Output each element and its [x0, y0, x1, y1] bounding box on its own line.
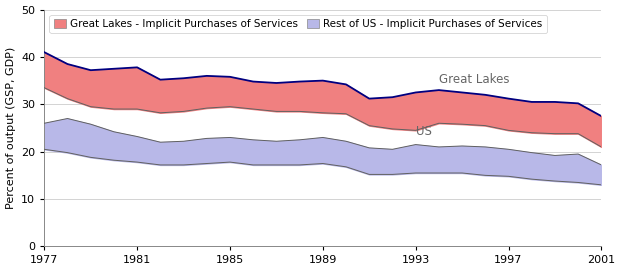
- Text: Great Lakes: Great Lakes: [439, 73, 509, 86]
- Text: US: US: [416, 125, 431, 138]
- Legend: Great Lakes - Implicit Purchases of Services, Rest of US - Implicit Purchases of: Great Lakes - Implicit Purchases of Serv…: [49, 15, 547, 33]
- Y-axis label: Percent of output (GSP, GDP): Percent of output (GSP, GDP): [6, 47, 16, 209]
